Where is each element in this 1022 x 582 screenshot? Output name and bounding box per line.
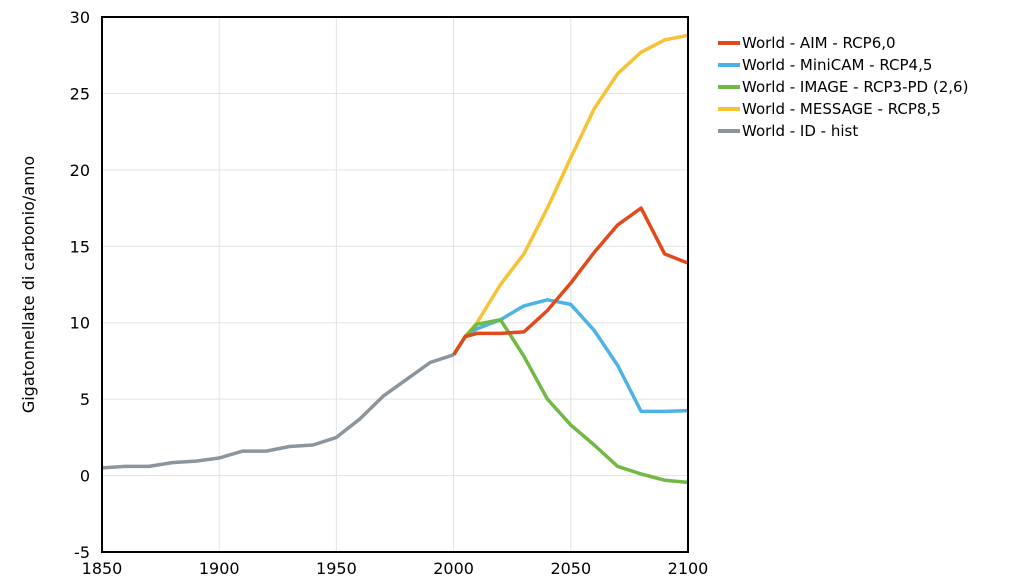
x-tick-label: 1950: [316, 559, 357, 578]
y-tick-label: 10: [70, 314, 90, 333]
series-line: [452, 317, 689, 485]
y-tick-label: 25: [70, 84, 90, 103]
x-tick-label: 1900: [199, 559, 240, 578]
y-tick-label: 30: [70, 8, 90, 27]
series-lines: [101, 33, 689, 485]
gridlines: [102, 17, 688, 552]
x-tick-label: 2000: [433, 559, 474, 578]
y-tick-label: -5: [74, 543, 90, 562]
legend-label: World - IMAGE - RCP3-PD (2,6): [742, 78, 968, 96]
legend-label: World - MiniCAM - RCP4,5: [742, 56, 932, 74]
series-line: [101, 353, 455, 470]
series-line: [452, 206, 689, 356]
legend-label: World - MESSAGE - RCP8,5: [742, 100, 941, 118]
plot-area-frame: [101, 16, 689, 553]
x-tick-labels: 1850 1900 1950 2000 2050 2100: [82, 559, 709, 578]
y-tick-label: 0: [80, 467, 90, 486]
x-tick-label: 1850: [82, 559, 123, 578]
legend: World - AIM - RCP6,0 World - MiniCAM - RC…: [718, 34, 968, 140]
x-tick-label: 2100: [668, 559, 709, 578]
y-tick-label: 5: [80, 390, 90, 409]
legend-label: World - AIM - RCP6,0: [742, 34, 896, 52]
y-axis-title: Gigatonnellate di carbonio/anno: [19, 156, 38, 413]
series-line: [452, 298, 689, 414]
legend-label: World - ID - hist: [742, 122, 858, 140]
y-tick-label: 20: [70, 161, 90, 180]
y-tick-labels: 30 25 20 15 10 5 0 -5: [70, 8, 90, 562]
x-tick-label: 2050: [550, 559, 591, 578]
y-tick-label: 15: [70, 237, 90, 256]
